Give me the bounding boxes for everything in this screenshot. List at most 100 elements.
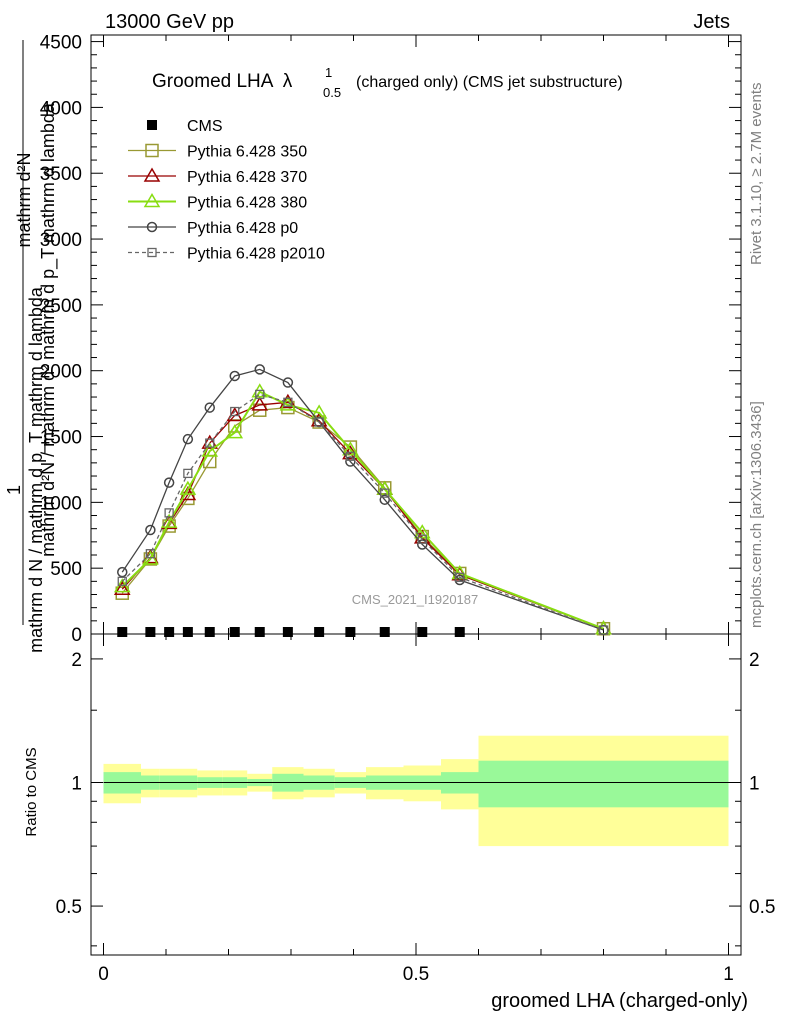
data-point	[117, 566, 128, 578]
legend: CMS Pythia 6.428 350 Pythia 6.428 370 Pythi…	[128, 118, 325, 263]
series-5	[117, 389, 609, 635]
x-tick-label: 0	[98, 964, 109, 985]
data-point	[182, 627, 193, 637]
data-point	[204, 627, 215, 637]
ratio-tick-label: 2	[71, 650, 82, 671]
legend-label: Pythia 6.428 380	[187, 195, 307, 212]
data-point	[413, 524, 431, 539]
data-point	[417, 627, 428, 637]
data-point	[451, 564, 469, 580]
y-tick-label: 1500	[40, 428, 82, 449]
ratio-axis: 0.5 0.5 1 1 2 2	[56, 650, 775, 947]
y-tick-label: 0	[71, 625, 82, 646]
data-point	[164, 627, 175, 637]
legend-item-3: Pythia 6.428 380	[128, 193, 307, 212]
x-tick-label: 0.5	[403, 964, 429, 985]
legend-label: Pythia 6.428 p0	[187, 220, 298, 237]
data-point	[179, 480, 197, 495]
data-point	[254, 364, 265, 375]
legend-label: Pythia 6.428 p2010	[187, 246, 325, 263]
data-point	[379, 494, 390, 505]
data-point	[229, 627, 240, 637]
data-point	[255, 389, 265, 400]
data-point	[226, 424, 244, 439]
y-tick-label: 1000	[40, 493, 82, 514]
data-point	[379, 627, 390, 637]
legend-marker	[143, 193, 161, 208]
data-point	[205, 438, 215, 448]
y-label-overlap: mathrm d²N / mathrm d² mathrm d p_T math…	[38, 102, 59, 557]
data-point	[229, 370, 240, 382]
data-point	[314, 627, 325, 637]
data-point	[342, 441, 359, 456]
data-point	[117, 627, 128, 637]
legend-marker	[145, 143, 159, 158]
data-point	[454, 627, 465, 637]
y-tick-label: 2000	[40, 362, 82, 383]
data-point	[282, 627, 293, 637]
mcplots-label: mcplots.cern.ch [arXiv:1306.3436]	[748, 401, 765, 628]
ratio-tick-label: 0.5	[56, 897, 82, 918]
data-point	[312, 415, 326, 429]
chart-title-main: Groomed LHA	[152, 71, 274, 92]
chart-title-rest: (charged only) (CMS jet substructure)	[356, 74, 623, 91]
series-0	[117, 627, 465, 637]
x-tick-label: 1	[723, 964, 734, 985]
y-tick-label: 500	[50, 559, 82, 580]
y-tick-label: 3500	[40, 164, 82, 185]
legend-item-0: CMS	[147, 118, 223, 135]
data-point	[183, 468, 193, 479]
data-point	[254, 627, 265, 637]
data-point	[145, 549, 156, 559]
data-point	[204, 402, 215, 413]
legend-marker	[143, 167, 161, 182]
chart-title-sup: 1	[325, 65, 332, 80]
series-line	[121, 368, 604, 631]
data-point	[376, 480, 394, 495]
series-line	[121, 393, 604, 631]
data-point	[164, 508, 174, 518]
rivet-label: Rivet 3.1.10, ≥ 2.7M events	[748, 83, 765, 266]
data-point	[345, 451, 356, 461]
chart-title-symbol: λ	[283, 71, 293, 92]
y-tick-label: 3000	[40, 230, 82, 251]
series-group	[113, 364, 612, 637]
legend-item-4: Pythia 6.428 p0	[128, 220, 298, 237]
data-point	[163, 477, 175, 488]
ratio-tick-label: 1	[71, 773, 82, 794]
data-point	[160, 513, 178, 528]
chart-title: Groomed LHA λ	[152, 71, 293, 92]
data-point	[345, 627, 356, 637]
ratio-tick-label-right: 2	[749, 650, 760, 671]
data-point	[117, 576, 127, 586]
ratio-uncertainty-bands	[103, 735, 741, 847]
y-label-one: 1	[4, 485, 24, 495]
data-point	[145, 524, 156, 536]
data-point	[417, 534, 427, 544]
data-point	[145, 627, 156, 637]
legend-marker	[146, 221, 158, 233]
watermark: CMS_2021_I1920187	[352, 592, 479, 607]
ratio-tick-label-right: 1	[749, 773, 760, 794]
chart-title-sub: 0.5	[323, 85, 341, 100]
data-point	[182, 433, 194, 445]
data-point	[251, 396, 269, 411]
header-left: 13000 GeV pp	[105, 11, 234, 33]
data-point	[283, 397, 293, 407]
main-y-axis: 0 500 1000 1500 2000 2500 3000 3500 4000 4500	[40, 33, 741, 646]
ratio-inner-band	[478, 760, 729, 808]
legend-item-2: Pythia 6.428 370	[128, 167, 307, 186]
data-point	[230, 406, 240, 417]
data-point	[314, 417, 324, 427]
data-point	[455, 572, 465, 583]
y-tick-label: 2500	[40, 296, 82, 317]
legend-label: CMS	[187, 118, 223, 135]
data-point	[380, 488, 390, 498]
legend-marker	[147, 247, 157, 258]
data-point	[113, 580, 131, 595]
data-point	[201, 442, 219, 457]
legend-label: Pythia 6.428 370	[187, 169, 307, 186]
legend-marker	[147, 120, 157, 130]
y-tick-label: 4000	[40, 98, 82, 119]
